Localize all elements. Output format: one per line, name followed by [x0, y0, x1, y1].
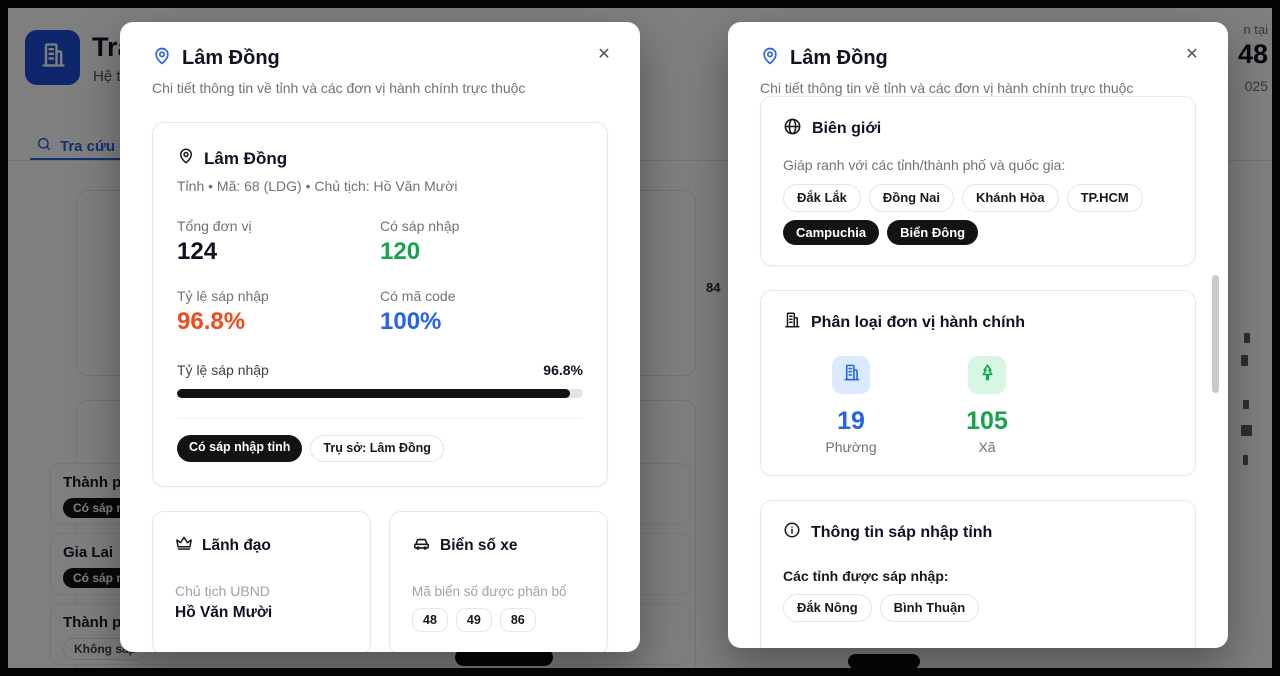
province-name: Lâm Đồng [204, 148, 288, 168]
classification-card: Phân loại đơn vị hành chính 19 Phường [760, 290, 1196, 477]
merged-province-tag: Đắk Nông [783, 594, 872, 622]
tree-icon [968, 356, 1006, 395]
border-tag: Khánh Hòa [961, 184, 1059, 212]
divider [177, 418, 583, 419]
modal-title: Lâm Đồng [790, 47, 888, 69]
commune-label: Xã [978, 439, 996, 456]
stat-cell: Có mã code 100% [380, 288, 583, 336]
border-desc: Giáp ranh với các tỉnh/thành phố và quốc… [783, 157, 1066, 173]
merge-desc: Các tỉnh được sáp nhập: [783, 568, 949, 585]
building-icon [783, 311, 801, 334]
close-icon[interactable]: ✕ [1185, 46, 1199, 63]
stat-cell: Tỷ lệ sáp nhập 96.8% [177, 288, 380, 336]
province-meta: Tỉnh • Mã: 68 (LDG) • Chủ tịch: Hồ Văn M… [177, 178, 458, 194]
province-tag: Trụ sở: Lâm Đồng [310, 435, 444, 462]
commune-count: 105 [966, 407, 1008, 436]
border-tag: Campuchia [783, 219, 880, 246]
progress-bar [177, 389, 583, 398]
ward-label: Phường [825, 439, 877, 456]
border-tag: TP.HCM [1066, 184, 1143, 212]
merged-province-tag: Bình Thuận [879, 594, 980, 622]
plate-list: 48 49 86 [412, 608, 585, 632]
scrollbar-thumb[interactable] [1212, 275, 1219, 393]
map-pin-icon [177, 147, 195, 170]
plate-code: 48 [412, 608, 448, 632]
merge-info-card: Thông tin sáp nhập tỉnh Các tỉnh được sá… [760, 500, 1196, 648]
info-icon [783, 521, 801, 544]
stat-label: Tỷ lệ sáp nhập [177, 288, 269, 304]
border-tags: Đắk Lắk Đồng Nai Khánh Hòa TP.HCM Campuc… [783, 184, 1173, 246]
leader-role: Chủ tịch UBND [175, 583, 270, 599]
border-tag: Đồng Nai [868, 184, 954, 212]
plate-code: 86 [499, 608, 536, 632]
stat-cell: Tổng đơn vị 124 [177, 218, 380, 266]
map-pin-icon [760, 46, 780, 71]
progress-fill [177, 389, 570, 398]
stat-label: Có mã code [380, 288, 456, 304]
modal-title: Lâm Đồng [182, 47, 280, 69]
stat-value: 96.8% [177, 308, 246, 335]
progress-label: Tỷ lệ sáp nhập [177, 362, 269, 378]
province-tags: Có sáp nhập tỉnh Trụ sở: Lâm Đồng [177, 435, 583, 462]
province-summary-card: Lâm Đồng Tỉnh • Mã: 68 (LDG) • Chủ tịch:… [152, 122, 608, 487]
plate-code: 49 [455, 608, 492, 632]
map-pin-icon [152, 46, 172, 71]
border-tag: Đắk Lắk [783, 184, 861, 212]
border-tag: Biển Đông [887, 219, 979, 246]
stat-value: 120 [380, 238, 421, 265]
leader-card-title: Lãnh đạo [202, 536, 271, 554]
leader-name: Hồ Văn Mười [175, 604, 273, 621]
plate-card: Biển số xe Mã biển số được phân bổ 48 49… [389, 511, 608, 652]
car-icon [412, 534, 431, 558]
modal-header: Lâm Đồng Chi tiết thông tin về tỉnh và c… [728, 22, 1228, 96]
ward-count: 19 [837, 407, 865, 436]
stat-value: 124 [177, 238, 218, 265]
merge-card-title: Thông tin sáp nhập tỉnh [811, 523, 993, 541]
leader-card: Lãnh đạo Chủ tịch UBND Hồ Văn Mười [152, 511, 371, 652]
building-icon [832, 356, 870, 395]
modal-subtitle: Chi tiết thông tin về tỉnh và các đơn vị… [152, 80, 526, 96]
modal-header: Lâm Đồng Chi tiết thông tin về tỉnh và c… [120, 22, 640, 96]
province-detail-modal-right: Lâm Đồng Chi tiết thông tin về tỉnh và c… [728, 22, 1228, 648]
plate-desc: Mã biển số được phân bổ [412, 584, 567, 599]
crown-icon [175, 534, 193, 557]
close-icon[interactable]: ✕ [597, 46, 611, 63]
border-card-title: Biên giới [812, 120, 882, 137]
stat-value: 100% [380, 308, 442, 335]
stat-cell: Có sáp nhập 120 [380, 218, 583, 266]
globe-icon [783, 117, 802, 141]
progress-value: 96.8% [543, 362, 583, 378]
plate-card-title: Biển số xe [440, 537, 518, 554]
border-card: Biên giới Giáp ranh với các tỉnh/thành p… [760, 96, 1196, 267]
province-stats: Tổng đơn vị 124 Có sáp nhập 120 Tỷ lệ sá… [177, 218, 583, 336]
classification-ward: 19 Phường [783, 356, 919, 455]
stat-label: Có sáp nhập [380, 218, 460, 234]
province-tag: Có sáp nhập tỉnh [177, 435, 303, 462]
merge-tags: Đắk Nông Bình Thuận [783, 594, 1173, 622]
classification-commune: 105 Xã [919, 356, 1055, 455]
classification-card-title: Phân loại đơn vị hành chính [811, 313, 1026, 331]
modal-subtitle: Chi tiết thông tin về tỉnh và các đơn vị… [760, 80, 1134, 96]
province-detail-modal-left: Lâm Đồng Chi tiết thông tin về tỉnh và c… [120, 22, 640, 652]
stat-label: Tổng đơn vị [177, 218, 252, 234]
